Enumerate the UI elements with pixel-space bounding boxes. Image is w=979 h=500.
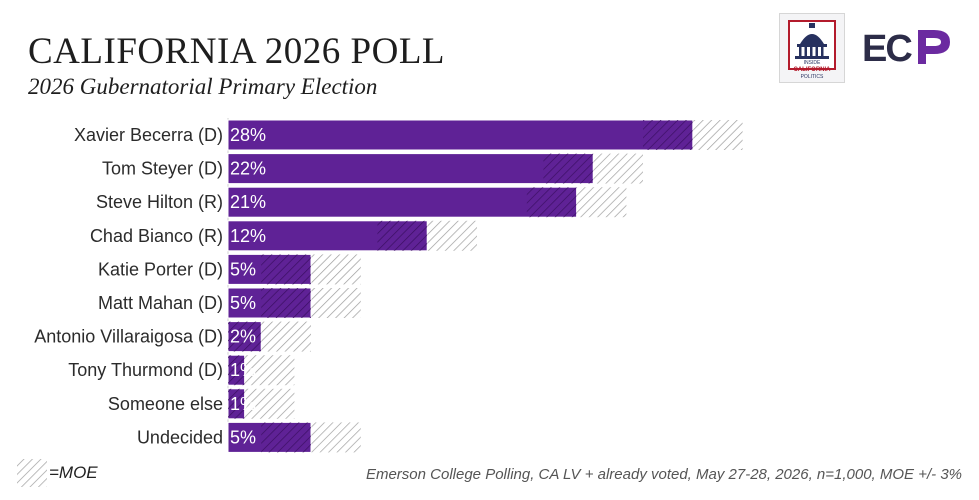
category-label: Undecided	[137, 427, 223, 447]
moe-hatch-swatch	[17, 459, 47, 487]
moe-overlap	[261, 254, 311, 285]
value-label: 22%	[230, 159, 266, 179]
chart-title: CALIFORNIA 2026 POLL	[28, 31, 446, 72]
category-label: Steve Hilton (R)	[96, 192, 223, 212]
moe-overlap	[261, 422, 311, 453]
ecp-logo: EC	[862, 24, 954, 70]
value-label: 1%	[230, 394, 256, 414]
moe-legend: =MOE	[16, 458, 98, 488]
value-label: 28%	[230, 125, 266, 145]
source-note: Emerson College Polling, CA LV + already…	[365, 466, 962, 483]
moe-overlap	[228, 355, 245, 386]
svg-text:EC: EC	[862, 28, 912, 68]
moe-overlap	[228, 321, 262, 352]
moe-legend-label: =MOE	[49, 463, 98, 482]
moe-overlap	[643, 120, 693, 150]
svg-text:CALIFORNIA: CALIFORNIA	[794, 67, 832, 73]
category-label: Xavier Becerra (D)	[74, 125, 223, 145]
category-label: Tony Thurmond (D)	[68, 360, 223, 380]
bar	[227, 153, 594, 185]
value-label: 2%	[230, 327, 256, 347]
moe-overlap	[526, 187, 577, 218]
svg-text:INSIDE: INSIDE	[804, 60, 821, 66]
moe-overlap	[543, 153, 594, 184]
bar	[227, 119, 694, 151]
category-label: Tom Steyer (D)	[102, 159, 223, 179]
category-label: Matt Mahan (D)	[98, 293, 223, 313]
category-label: Someone else	[108, 394, 223, 414]
value-label: 1%	[230, 360, 256, 380]
moe-overlap	[261, 288, 311, 318]
bar	[227, 186, 578, 218]
value-label: 21%	[230, 192, 266, 212]
category-label: Chad Bianco (R)	[90, 226, 223, 246]
inside-california-politics-logo: INSIDE CALIFORNIA POLITICS	[779, 13, 845, 83]
svg-text:POLITICS: POLITICS	[801, 74, 824, 80]
moe-overlap	[377, 220, 428, 251]
value-label: 5%	[230, 427, 256, 447]
value-label: 12%	[230, 226, 266, 246]
category-label: Antonio Villaraigosa (D)	[34, 327, 223, 347]
chart-subtitle: 2026 Gubernatorial Primary Election	[28, 74, 378, 99]
moe-overlap	[228, 388, 245, 419]
value-label: 5%	[230, 293, 256, 313]
category-label: Katie Porter (D)	[98, 259, 223, 279]
bar-chart: Xavier Becerra (D) 28% Tom Steyer (D) 22% St…	[34, 118, 743, 453]
value-label: 5%	[230, 259, 256, 279]
